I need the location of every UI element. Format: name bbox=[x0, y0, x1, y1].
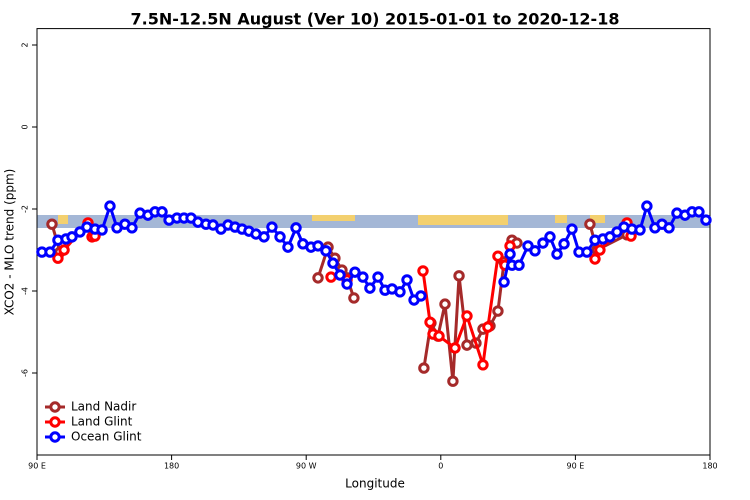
legend-label: Ocean Glint bbox=[71, 430, 142, 444]
data-point bbox=[504, 248, 516, 260]
y-tick-label: -4 bbox=[21, 287, 30, 295]
data-point bbox=[461, 310, 473, 322]
x-tick-label: 0 bbox=[438, 462, 443, 471]
legend-marker bbox=[49, 416, 61, 428]
data-point bbox=[415, 290, 427, 302]
data-point bbox=[348, 292, 360, 304]
data-point bbox=[447, 375, 459, 387]
x-tick-label: 180 bbox=[702, 462, 717, 471]
data-point bbox=[66, 231, 78, 243]
data-point bbox=[439, 298, 451, 310]
data-point bbox=[594, 244, 606, 256]
data-point bbox=[513, 259, 525, 271]
data-point bbox=[274, 231, 286, 243]
data-point bbox=[492, 250, 504, 262]
data-point bbox=[581, 246, 593, 258]
x-tick-label: 180 bbox=[164, 462, 179, 471]
data-point bbox=[634, 224, 646, 236]
data-point bbox=[327, 257, 339, 269]
data-point bbox=[325, 271, 337, 283]
data-point bbox=[558, 238, 570, 250]
data-point bbox=[482, 321, 494, 333]
data-point bbox=[290, 222, 302, 234]
data-point bbox=[461, 339, 473, 351]
data-point bbox=[537, 237, 549, 249]
legend-label: Land Glint bbox=[71, 415, 133, 429]
data-point bbox=[341, 278, 353, 290]
y-tick-label: -6 bbox=[21, 369, 30, 377]
data-point bbox=[417, 265, 429, 277]
x-tick-label: 90 E bbox=[28, 462, 46, 471]
data-point bbox=[156, 206, 168, 218]
data-point bbox=[46, 218, 58, 230]
data-point bbox=[584, 218, 596, 230]
data-point bbox=[58, 244, 70, 256]
legend-label: Land Nadir bbox=[71, 400, 136, 414]
data-point bbox=[96, 224, 108, 236]
data-point bbox=[566, 223, 578, 235]
data-point bbox=[349, 266, 361, 278]
data-point bbox=[312, 272, 324, 284]
data-point bbox=[126, 222, 138, 234]
data-point bbox=[551, 248, 563, 260]
y-tick-label: -2 bbox=[21, 205, 30, 213]
data-point bbox=[320, 245, 332, 257]
data-point bbox=[266, 221, 278, 233]
data-point bbox=[282, 241, 294, 253]
data-point bbox=[44, 246, 56, 258]
data-point bbox=[700, 214, 712, 226]
y-tick-label: 2 bbox=[21, 42, 30, 47]
data-point bbox=[372, 271, 384, 283]
data-point bbox=[357, 271, 369, 283]
data-point bbox=[544, 231, 556, 243]
data-point bbox=[364, 282, 376, 294]
data-point bbox=[424, 316, 436, 328]
data-point bbox=[418, 362, 430, 374]
plot-frame bbox=[36, 28, 711, 456]
data-point bbox=[312, 240, 324, 252]
data-point bbox=[401, 274, 413, 286]
data-point bbox=[449, 342, 461, 354]
legend-marker bbox=[49, 401, 61, 413]
data-point bbox=[334, 269, 346, 281]
chart-title: 7.5N-12.5N August (Ver 10) 2015-01-01 to… bbox=[131, 10, 620, 29]
data-point bbox=[589, 253, 601, 265]
data-point bbox=[104, 200, 116, 212]
data-point bbox=[258, 231, 270, 243]
data-point bbox=[641, 200, 653, 212]
data-point bbox=[433, 330, 445, 342]
x-axis-label: Longitude bbox=[345, 477, 405, 491]
data-point bbox=[693, 206, 705, 218]
data-point bbox=[394, 286, 406, 298]
data-point bbox=[529, 245, 541, 257]
data-point bbox=[492, 305, 504, 317]
x-tick-label: 90 W bbox=[296, 462, 317, 471]
legend-marker bbox=[49, 431, 61, 443]
data-point bbox=[498, 276, 510, 288]
data-point bbox=[52, 252, 64, 264]
x-tick-label: 90 E bbox=[567, 462, 585, 471]
y-tick-label: 0 bbox=[21, 124, 30, 129]
data-point bbox=[663, 222, 675, 234]
data-point bbox=[477, 359, 489, 371]
y-axis-label: XCO2 - MLO trend (ppm) bbox=[3, 169, 17, 316]
data-point bbox=[453, 270, 465, 282]
